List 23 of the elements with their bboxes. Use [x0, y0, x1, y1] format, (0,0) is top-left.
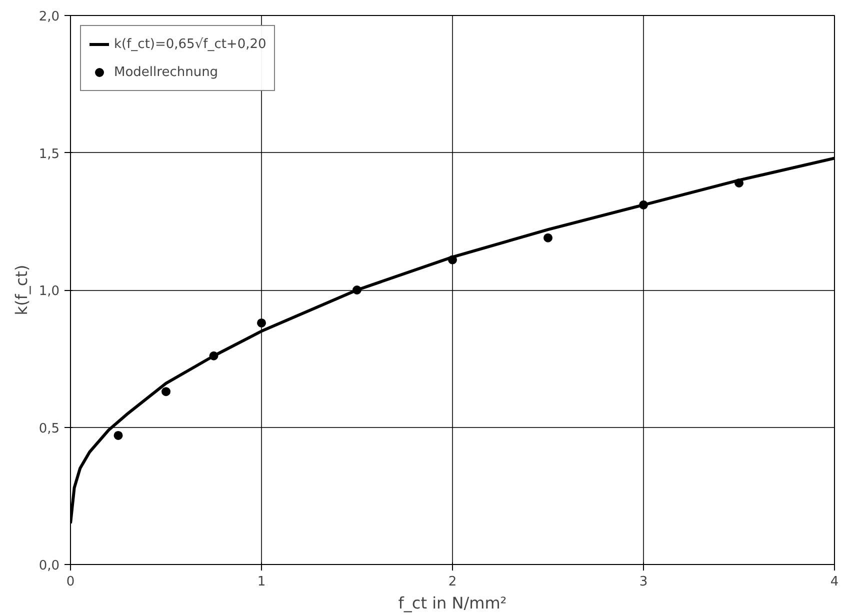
- x-tick-label: 3: [639, 574, 648, 590]
- point: [114, 430, 123, 440]
- y-tick-label: 0,5: [38, 421, 60, 436]
- x-tick-label: 2: [448, 574, 457, 590]
- y-tick-label: 1,0: [38, 284, 60, 299]
- point: [352, 286, 362, 294]
- point: [162, 387, 170, 396]
- y-tick-label: 0,0: [38, 558, 60, 574]
- point: [639, 200, 648, 210]
- point: [544, 233, 552, 242]
- y-tick-label: 1,5: [38, 146, 60, 162]
- y-axis-title: k(f_ct): [12, 264, 31, 316]
- point: [257, 318, 266, 328]
- y-tick-label: 2,0: [38, 10, 60, 24]
- x-axis-title: f_ct in N/mm²: [398, 594, 507, 612]
- point: [209, 351, 218, 360]
- point: [734, 178, 744, 188]
- legend-label: Modellrechnung: [114, 64, 218, 80]
- x-tick-label: 0: [66, 574, 75, 590]
- legend-label: k(f_ct)=0,65√f_ct+0,20: [114, 36, 266, 52]
- point: [448, 255, 457, 264]
- x-tick-label: 1: [257, 574, 266, 590]
- x-tick-label: 4: [830, 574, 839, 590]
